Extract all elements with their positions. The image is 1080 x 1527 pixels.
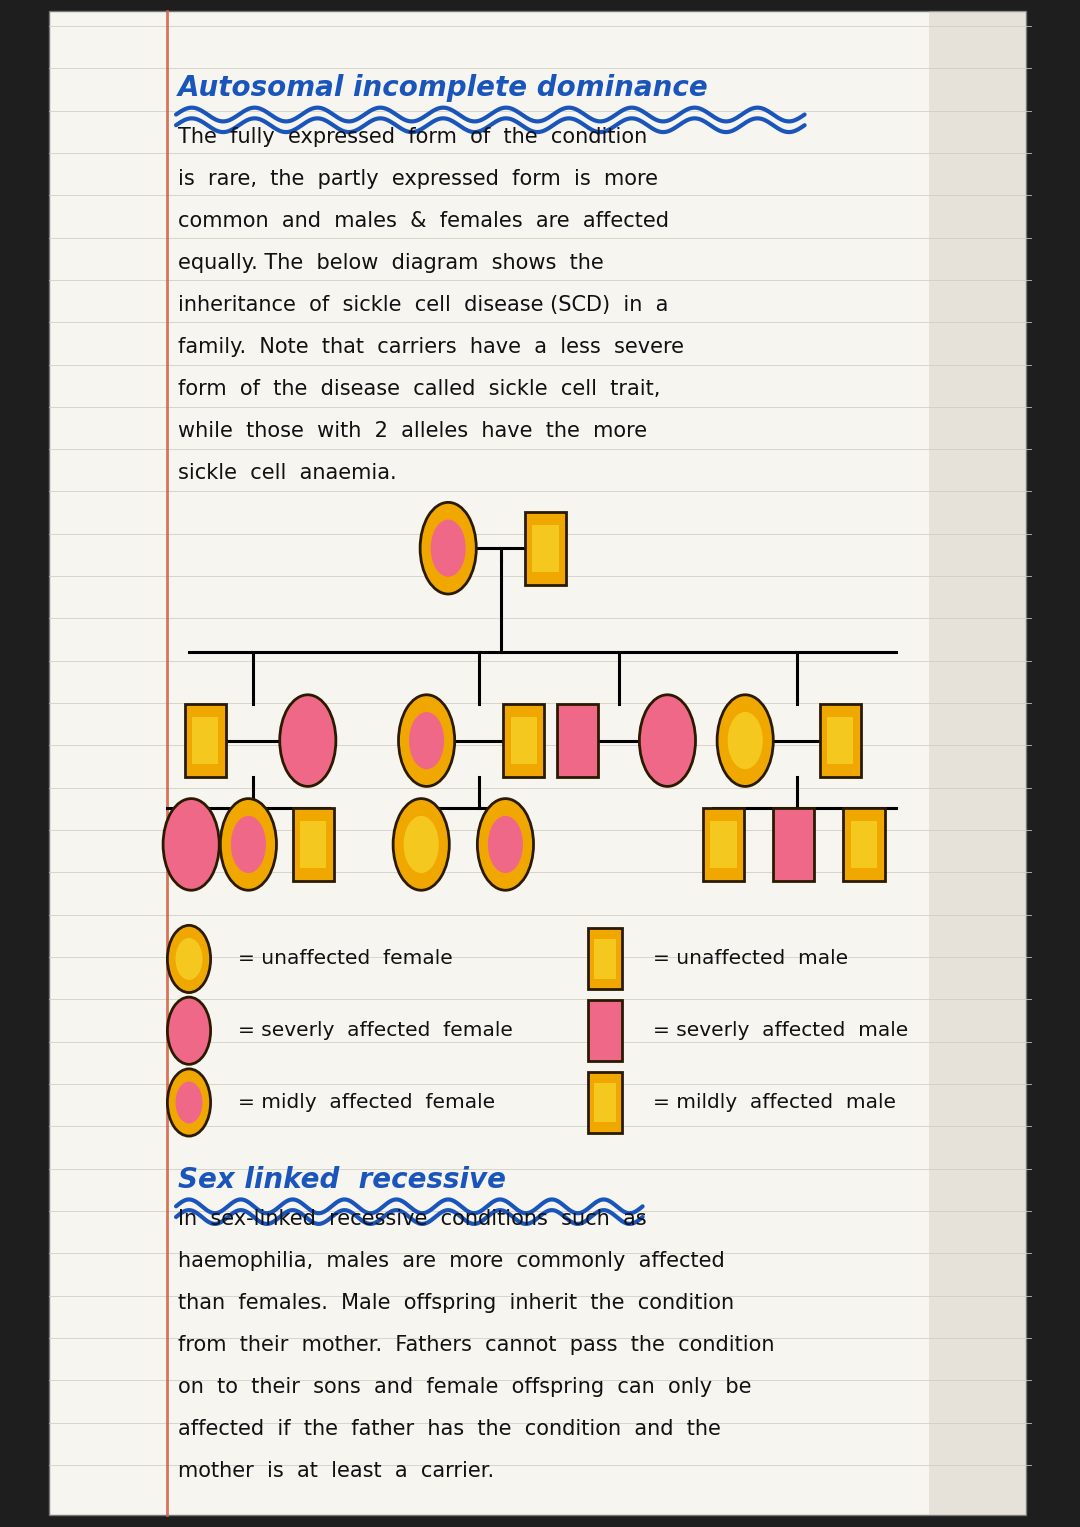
FancyBboxPatch shape	[532, 525, 558, 571]
FancyBboxPatch shape	[293, 808, 334, 881]
FancyBboxPatch shape	[185, 704, 226, 777]
Text: = unaffected  male: = unaffected male	[653, 950, 849, 968]
Ellipse shape	[163, 799, 219, 890]
FancyBboxPatch shape	[711, 822, 737, 867]
FancyBboxPatch shape	[781, 822, 807, 867]
Ellipse shape	[717, 695, 773, 786]
Text: = severly  affected  female: = severly affected female	[238, 1022, 513, 1040]
Ellipse shape	[174, 815, 208, 873]
Ellipse shape	[175, 1081, 203, 1124]
FancyBboxPatch shape	[588, 1000, 622, 1061]
FancyBboxPatch shape	[588, 928, 622, 989]
Text: while  those  with  2  alleles  have  the  more: while those with 2 alleles have the more	[178, 420, 647, 440]
Text: = unaffected  female: = unaffected female	[238, 950, 453, 968]
Text: is  rare,  the  partly  expressed  form  is  more: is rare, the partly expressed form is mo…	[178, 168, 658, 188]
FancyBboxPatch shape	[49, 11, 1026, 1515]
FancyBboxPatch shape	[503, 704, 544, 777]
Ellipse shape	[167, 1069, 211, 1136]
FancyBboxPatch shape	[827, 718, 853, 764]
Ellipse shape	[404, 815, 438, 873]
FancyBboxPatch shape	[300, 822, 326, 867]
Text: on  to  their  sons  and  female  offspring  can  only  be: on to their sons and female offspring ca…	[178, 1377, 752, 1397]
FancyBboxPatch shape	[820, 704, 861, 777]
FancyBboxPatch shape	[557, 704, 598, 777]
Ellipse shape	[175, 1009, 203, 1052]
Text: = severly  affected  male: = severly affected male	[653, 1022, 908, 1040]
Ellipse shape	[393, 799, 449, 890]
Ellipse shape	[431, 519, 465, 577]
FancyBboxPatch shape	[511, 718, 537, 764]
Ellipse shape	[167, 997, 211, 1064]
Ellipse shape	[488, 815, 523, 873]
Text: from  their  mother.  Fathers  cannot  pass  the  condition: from their mother. Fathers cannot pass t…	[178, 1335, 774, 1356]
Ellipse shape	[399, 695, 455, 786]
Text: equally. The  below  diagram  shows  the: equally. The below diagram shows the	[178, 252, 604, 272]
Text: affected  if  the  father  has  the  condition  and  the: affected if the father has the condition…	[178, 1419, 721, 1440]
Ellipse shape	[291, 712, 325, 770]
Ellipse shape	[409, 712, 444, 770]
Ellipse shape	[477, 799, 534, 890]
Text: sickle  cell  anaemia.: sickle cell anaemia.	[178, 463, 396, 483]
FancyBboxPatch shape	[192, 718, 218, 764]
Ellipse shape	[231, 815, 266, 873]
Text: than  females.  Male  offspring  inherit  the  condition: than females. Male offspring inherit the…	[178, 1293, 734, 1313]
Text: common  and  males  &  females  are  affected: common and males & females are affected	[178, 211, 670, 231]
Text: Sex linked  recessive: Sex linked recessive	[178, 1167, 507, 1194]
FancyBboxPatch shape	[594, 1083, 616, 1122]
FancyBboxPatch shape	[703, 808, 744, 881]
Ellipse shape	[650, 712, 685, 770]
Ellipse shape	[175, 938, 203, 980]
FancyBboxPatch shape	[843, 808, 885, 881]
FancyBboxPatch shape	[594, 1011, 616, 1051]
Ellipse shape	[280, 695, 336, 786]
Ellipse shape	[728, 712, 762, 770]
Text: haemophilia,  males  are  more  commonly  affected: haemophilia, males are more commonly aff…	[178, 1251, 725, 1270]
FancyBboxPatch shape	[588, 1072, 622, 1133]
Text: The  fully  expressed  form  of  the  condition: The fully expressed form of the conditio…	[178, 127, 647, 147]
Text: Autosomal incomplete dominance: Autosomal incomplete dominance	[178, 75, 708, 102]
Ellipse shape	[220, 799, 276, 890]
FancyBboxPatch shape	[929, 11, 1026, 1515]
Text: = midly  affected  female: = midly affected female	[238, 1093, 495, 1112]
FancyBboxPatch shape	[565, 718, 591, 764]
FancyBboxPatch shape	[594, 939, 616, 979]
FancyBboxPatch shape	[851, 822, 877, 867]
Text: = mildly  affected  male: = mildly affected male	[653, 1093, 896, 1112]
Ellipse shape	[639, 695, 696, 786]
Text: form  of  the  disease  called  sickle  cell  trait,: form of the disease called sickle cell t…	[178, 379, 661, 399]
Text: In  sex-linked  recessive  conditions  such  as: In sex-linked recessive conditions such …	[178, 1209, 647, 1229]
Ellipse shape	[420, 502, 476, 594]
FancyBboxPatch shape	[773, 808, 814, 881]
Text: family.  Note  that  carriers  have  a  less  severe: family. Note that carriers have a less s…	[178, 336, 685, 356]
Text: mother  is  at  least  a  carrier.: mother is at least a carrier.	[178, 1461, 495, 1481]
Ellipse shape	[167, 925, 211, 993]
Text: inheritance  of  sickle  cell  disease (SCD)  in  a: inheritance of sickle cell disease (SCD)…	[178, 295, 669, 315]
FancyBboxPatch shape	[525, 512, 566, 585]
